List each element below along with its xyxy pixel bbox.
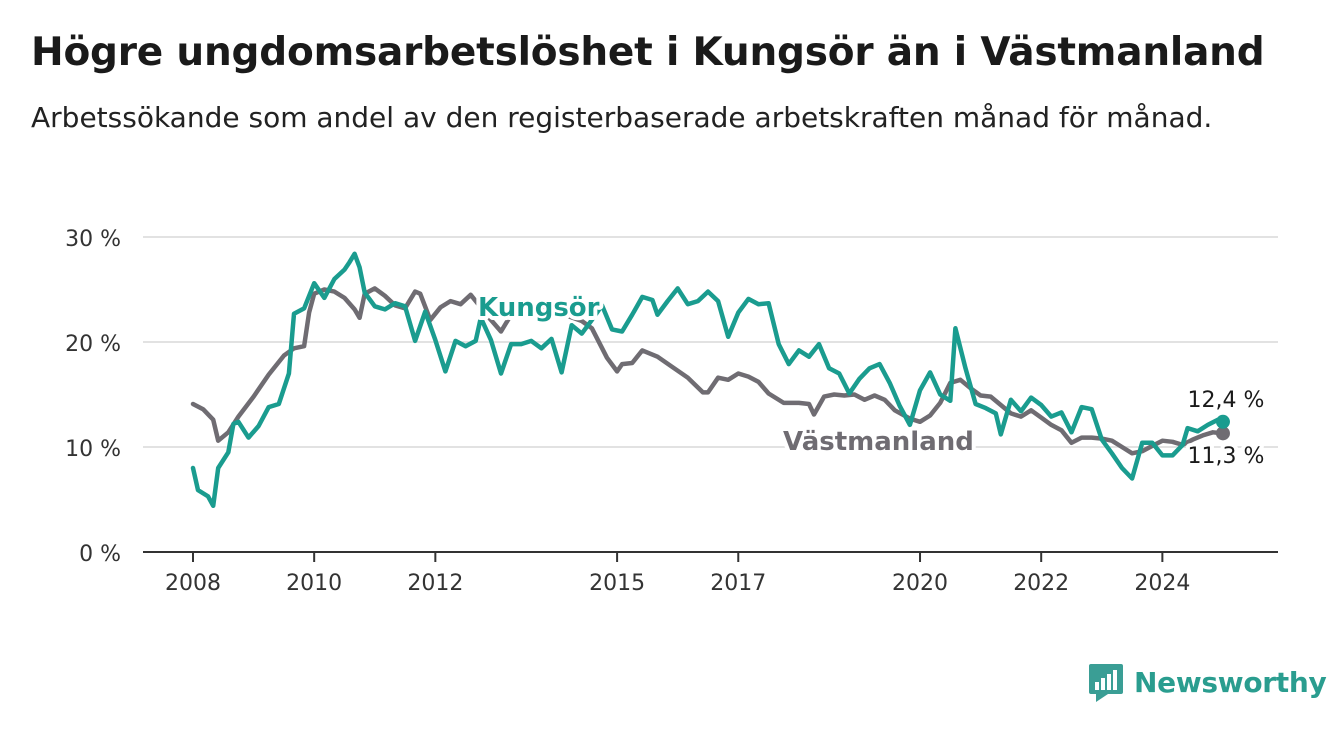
x-tick-label: 2022 xyxy=(1013,571,1069,596)
series-label-kungsor: Kungsör xyxy=(478,293,600,323)
x-tick-label: 2008 xyxy=(165,571,221,596)
y-tick-label: 10 % xyxy=(65,437,121,462)
series-label-vastmanland-halo: Västmanland xyxy=(783,427,974,457)
series-label-vastmanland: Västmanland xyxy=(783,427,974,457)
newsworthy-logo-icon xyxy=(1089,664,1123,702)
end-value-kungsor-halo: 12,4 % xyxy=(1188,388,1265,413)
series-line-1 xyxy=(190,251,1226,509)
series-label-kungsor-halo: Kungsör xyxy=(478,293,600,323)
end-value-kungsor: 12,4 % xyxy=(1188,388,1265,413)
chart-title: Högre ungdomsarbetslöshet i Kungsör än i… xyxy=(31,30,1265,75)
y-tick-label: 20 % xyxy=(65,332,121,357)
y-tick-label: 30 % xyxy=(65,227,121,252)
x-tick-label: 2017 xyxy=(710,571,766,596)
end-value-vastmanland: 11,3 % xyxy=(1188,444,1265,469)
grid-lines xyxy=(143,236,1278,553)
chart-subtitle: Arbetssökande som andel av den registerb… xyxy=(31,101,1213,134)
brand-name: Newsworthy xyxy=(1134,665,1327,699)
series-labels: VästmanlandVästmanlandKungsörKungsör12,4… xyxy=(474,289,1268,473)
x-tick-label: 2015 xyxy=(589,571,645,596)
x-axis-ticks: 2008 2010 2012 2015 2017 2020 2022 2024 xyxy=(165,552,1190,596)
brand: Newsworthy xyxy=(1088,660,1327,704)
y-tick-label: 0 % xyxy=(79,542,121,567)
series-end-point-0 xyxy=(1215,426,1230,441)
x-tick-label: 2010 xyxy=(286,571,342,596)
y-axis-ticks: 0 % 10 % 20 % 30 % xyxy=(65,227,121,567)
series-lines xyxy=(190,251,1230,509)
series-line-0 xyxy=(190,286,1226,456)
x-tick-label: 2012 xyxy=(407,571,463,596)
end-value-vastmanland-halo: 11,3 % xyxy=(1188,444,1265,469)
x-tick-label: 2020 xyxy=(892,571,948,596)
x-tick-label: 2024 xyxy=(1134,571,1190,596)
series-end-point-1 xyxy=(1215,414,1230,429)
